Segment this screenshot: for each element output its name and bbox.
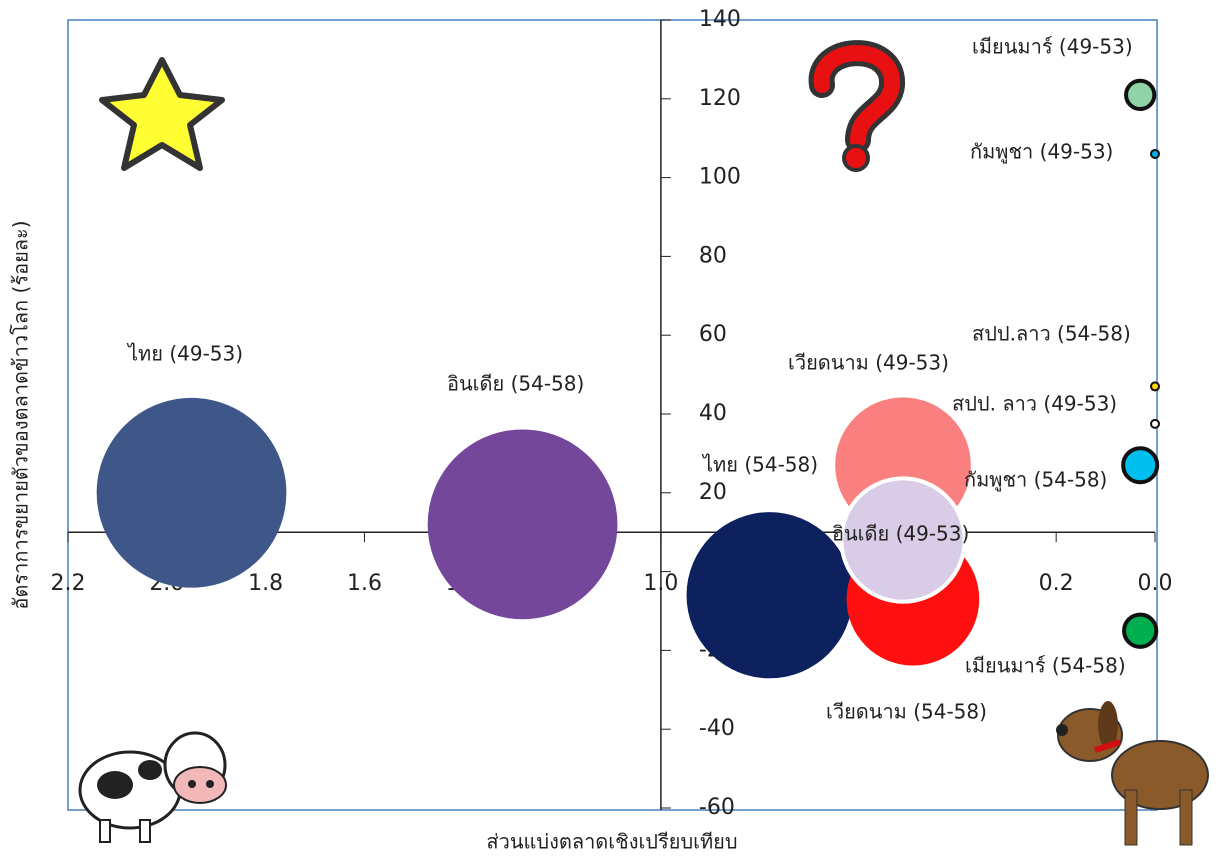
bubble-label: สปป. ลาว (49-53) bbox=[952, 392, 1117, 416]
x-axis-title: ส่วนแบ่งตลาดเชิงเปรียบเทียบ bbox=[486, 830, 737, 854]
x-tick-label: 1.0 bbox=[643, 571, 678, 596]
bubble bbox=[97, 398, 287, 588]
y-tick-label: 80 bbox=[699, 243, 727, 268]
y-tick-label: 120 bbox=[699, 86, 741, 111]
x-tick-label: 0.2 bbox=[1039, 571, 1074, 596]
y-tick-label: -40 bbox=[699, 716, 735, 741]
bubble bbox=[687, 512, 853, 678]
x-tick-label: 1.8 bbox=[248, 571, 283, 596]
question-icon bbox=[822, 53, 893, 170]
bubble-label: ไทย (54-58) bbox=[701, 453, 818, 477]
x-tick-label: 1.6 bbox=[347, 571, 382, 596]
bubble bbox=[1126, 81, 1154, 109]
cow-icon bbox=[80, 733, 226, 842]
y-tick-label: -60 bbox=[699, 795, 735, 820]
bubble-label: อินเดีย (49-53) bbox=[832, 522, 969, 546]
bubble-label: เมียนมาร์ (54-58) bbox=[965, 654, 1126, 678]
y-tick-label: 100 bbox=[699, 165, 741, 190]
bubble bbox=[1151, 420, 1159, 428]
y-axis-title: อัตราการขยายตัวของตลาดข้าวโลก (ร้อยละ) bbox=[9, 220, 33, 609]
bubble-label: กัมพูชา (54-58) bbox=[964, 468, 1107, 493]
bubble-label: กัมพูชา (49-53) bbox=[970, 140, 1113, 165]
y-tick-label: 140 bbox=[699, 7, 741, 32]
x-tick-label: 2.2 bbox=[51, 571, 86, 596]
y-tick-label: 20 bbox=[699, 480, 727, 505]
bubble-label: เวียดนาม (54-58) bbox=[826, 700, 987, 724]
bubble-label: ไทย (49-53) bbox=[126, 342, 243, 366]
bubble bbox=[1123, 448, 1157, 482]
x-tick-label: 0.0 bbox=[1138, 571, 1173, 596]
dog-icon bbox=[1056, 701, 1208, 845]
bubble-label: อินเดีย (54-58) bbox=[447, 372, 584, 396]
bubble-label: สปป.ลาว (54-58) bbox=[972, 322, 1131, 346]
bubble-label: เมียนมาร์ (49-53) bbox=[972, 35, 1133, 59]
y-tick-label: 40 bbox=[699, 401, 727, 426]
chart: ส่วนแบ่งตลาดเชิงเปรียบเทียบ อัตราการขยาย… bbox=[0, 0, 1219, 859]
bubble bbox=[1124, 615, 1156, 647]
y-tick-label: 60 bbox=[699, 322, 727, 347]
star-icon bbox=[102, 60, 222, 168]
bubble bbox=[1151, 150, 1159, 158]
bubble bbox=[428, 429, 618, 619]
bubble bbox=[1151, 382, 1159, 390]
bubble-label: เวียดนาม (49-53) bbox=[788, 351, 949, 375]
